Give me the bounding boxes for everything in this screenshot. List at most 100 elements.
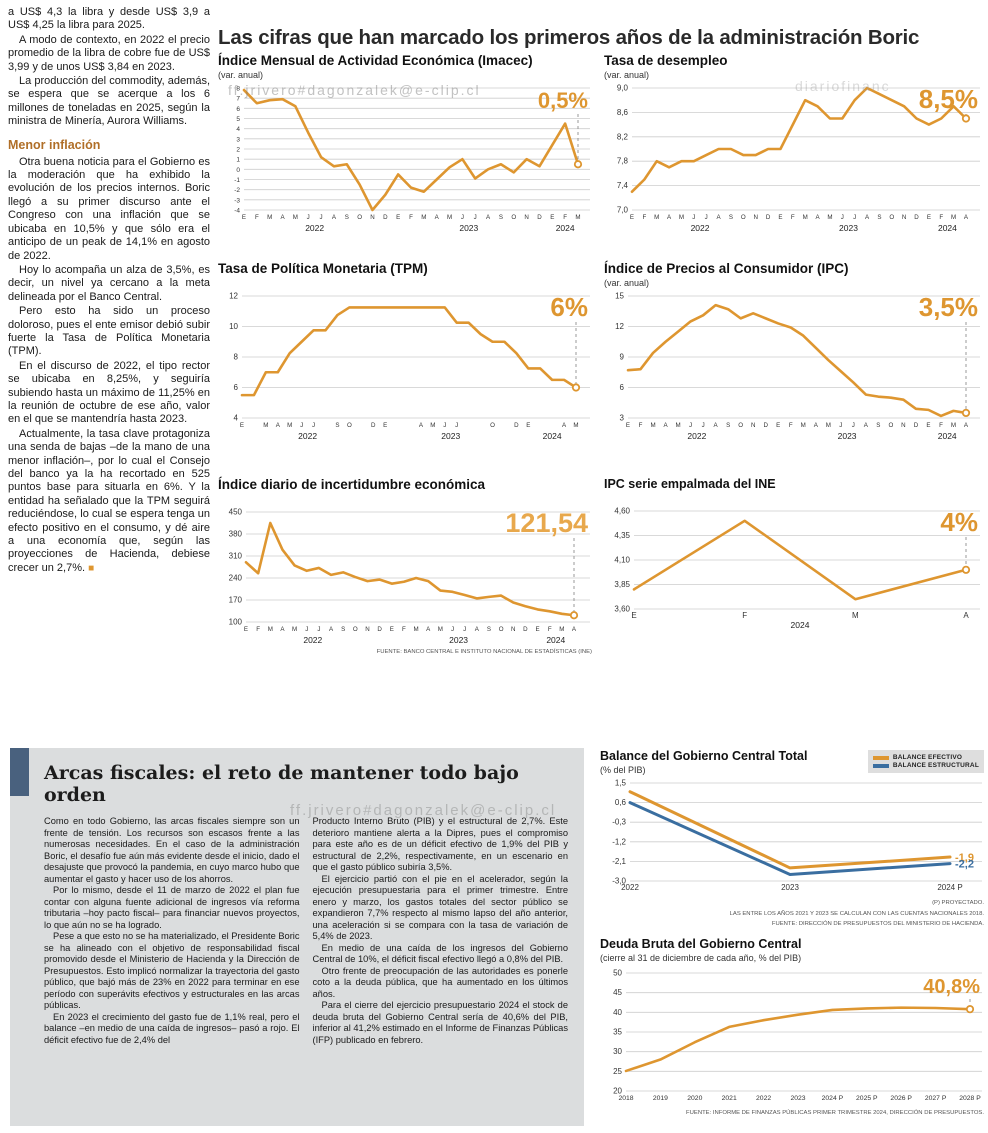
chart-footnote: (P) PROYECTADO.	[932, 899, 984, 906]
svg-text:A: A	[865, 214, 870, 221]
svg-text:2023: 2023	[449, 635, 468, 645]
legend-label: BALANCE ESTRUCTURAL	[892, 762, 979, 769]
left-article-column: a US$ 4,3 la libra y desde US$ 3,9 a US$…	[8, 6, 210, 576]
chart-subtitle: (var. anual)	[604, 69, 650, 80]
svg-text:S: S	[499, 214, 503, 221]
svg-text:S: S	[726, 422, 730, 429]
svg-text:9,0: 9,0	[617, 83, 629, 92]
fiscal-column-1: Como en todo Gobierno, las arcas fiscale…	[44, 816, 300, 1046]
svg-text:A: A	[864, 422, 869, 429]
chart-desempleo: Tasa de desempleo (var. anual) 9,0 8,6 8,2…	[604, 53, 982, 234]
svg-text:A: A	[280, 214, 285, 221]
article-end-mark-icon: ■	[88, 562, 95, 574]
svg-text:240: 240	[229, 573, 243, 582]
svg-text:2021: 2021	[722, 1095, 737, 1102]
svg-text:2022: 2022	[298, 431, 317, 441]
svg-text:J: J	[317, 626, 320, 633]
svg-text:121,54: 121,54	[505, 508, 588, 538]
svg-text:3,5%: 3,5%	[919, 292, 978, 322]
svg-text:M: M	[430, 422, 435, 429]
svg-text:M: M	[951, 214, 956, 221]
chart-subtitle	[218, 278, 592, 288]
chart-title: Tasa de desempleo	[604, 53, 728, 68]
svg-text:M: M	[852, 611, 859, 620]
svg-text:O: O	[511, 214, 516, 221]
svg-text:100: 100	[229, 617, 243, 626]
svg-text:40,8%: 40,8%	[923, 976, 980, 998]
svg-text:12: 12	[615, 322, 624, 331]
chart-ipc: Índice de Precios al Consumidor (IPC) (v…	[604, 261, 982, 442]
svg-text:O: O	[490, 422, 495, 429]
fiscal-title: Arcas fiscales: el reto de mantener todo…	[44, 762, 519, 806]
svg-text:2024: 2024	[938, 223, 957, 233]
svg-text:0: 0	[236, 167, 240, 174]
svg-text:2023: 2023	[790, 1095, 805, 1102]
svg-text:25: 25	[613, 1067, 622, 1076]
svg-text:E: E	[535, 626, 539, 633]
chart-imacec: Índice Mensual de Actividad Económica (I…	[218, 53, 592, 234]
chart-title: Deuda Bruta del Gobierno Central	[600, 937, 802, 951]
svg-text:4%: 4%	[940, 507, 978, 537]
svg-text:S: S	[341, 626, 345, 633]
svg-text:J: J	[692, 214, 695, 221]
svg-text:D: D	[383, 214, 388, 221]
svg-text:S: S	[877, 214, 881, 221]
svg-text:O: O	[738, 422, 743, 429]
chart-title: Tasa de Política Monetaria (TPM)	[218, 261, 428, 276]
svg-text:A: A	[332, 214, 337, 221]
paragraph: En el discurso de 2022, el tipo rector s…	[8, 359, 210, 426]
svg-text:12: 12	[229, 291, 238, 300]
svg-text:A: A	[964, 214, 969, 221]
svg-text:N: N	[370, 214, 374, 221]
paragraph: Pese a que esto no se ha materializado, …	[44, 931, 300, 1011]
svg-text:450: 450	[229, 507, 243, 516]
svg-text:F: F	[402, 626, 406, 633]
deuda-plot: 50 45 40 35 30 25 20 2018 2019 2020 2021 2022 2023 20…	[600, 965, 984, 1107]
paragraph: a US$ 4,3 la libra y desde US$ 3,9 a US$…	[8, 6, 210, 32]
svg-text:3,60: 3,60	[614, 604, 630, 613]
chart-subtitle	[604, 493, 982, 503]
fiscal-columns: Como en todo Gobierno, las arcas fiscale…	[10, 806, 584, 1046]
svg-text:A: A	[717, 214, 722, 221]
svg-text:N: N	[753, 214, 757, 221]
svg-text:A: A	[562, 422, 567, 429]
chart-subtitle: (var. anual)	[218, 69, 264, 80]
svg-text:2023: 2023	[839, 223, 858, 233]
svg-text:O: O	[741, 214, 746, 221]
svg-text:J: J	[474, 214, 477, 221]
svg-text:J: J	[839, 422, 842, 429]
svg-text:380: 380	[229, 529, 243, 538]
fiscal-section: Arcas fiscales: el reto de mantener todo…	[10, 748, 584, 1126]
svg-text:J: J	[320, 214, 323, 221]
svg-text:M: M	[293, 214, 298, 221]
svg-text:7,0: 7,0	[617, 205, 629, 214]
svg-text:7,8: 7,8	[617, 157, 629, 166]
svg-text:-3: -3	[234, 197, 240, 204]
svg-text:J: J	[852, 422, 855, 429]
svg-text:2024: 2024	[543, 431, 562, 441]
svg-text:A: A	[667, 214, 672, 221]
paragraph: En medio de una caída de los ingresos de…	[312, 942, 569, 965]
chart-title: Índice diario de incertidumbre económica	[218, 477, 486, 492]
svg-text:E: E	[550, 214, 554, 221]
svg-text:M: M	[675, 422, 680, 429]
svg-text:-1,2: -1,2	[612, 837, 626, 846]
svg-text:-4: -4	[234, 207, 240, 214]
chart-deuda: Deuda Bruta del Gobierno Central (cierre…	[600, 937, 984, 1118]
svg-text:M: M	[292, 626, 297, 633]
svg-text:D: D	[914, 214, 919, 221]
svg-text:N: N	[751, 422, 755, 429]
svg-text:E: E	[526, 422, 530, 429]
chart-tpm: Tasa de Política Monetaria (TPM) 12 10 8 6 4…	[218, 261, 592, 442]
svg-text:E: E	[926, 422, 930, 429]
svg-text:4: 4	[236, 126, 240, 133]
svg-text:J: J	[300, 422, 303, 429]
svg-text:F: F	[742, 611, 747, 620]
page-title: Las cifras que han marcado los primeros …	[218, 25, 920, 49]
section-subhead: Menor inflación	[8, 137, 101, 152]
svg-text:J: J	[689, 422, 692, 429]
svg-text:O: O	[888, 422, 893, 429]
chart-source-note: FUENTE: DIRECCIÓN DE PRESUPUESTOS DEL MI…	[771, 921, 984, 928]
svg-text:F: F	[791, 214, 795, 221]
svg-text:-3,0: -3,0	[612, 876, 626, 885]
